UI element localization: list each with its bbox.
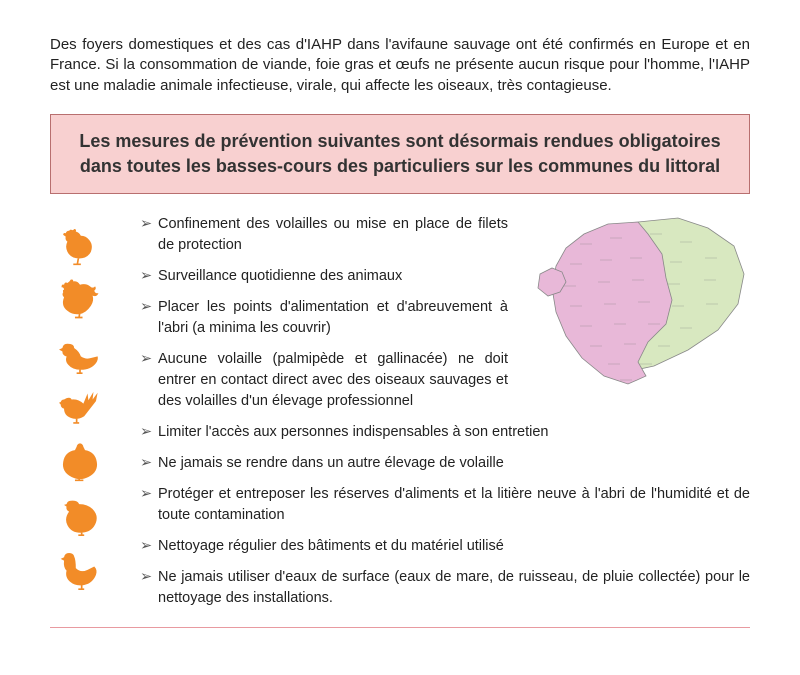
list-item: Placer les points d'alimentation et d'ab… bbox=[140, 297, 750, 339]
document-page: Des foyers domestiques et des cas d'IAHP… bbox=[0, 0, 800, 648]
turkey-icon bbox=[59, 440, 101, 482]
list-item: Surveillance quotidienne des animaux bbox=[140, 266, 750, 287]
poultry-icons-column bbox=[50, 214, 110, 619]
list-item: Confinement des volailles ou mise en pla… bbox=[140, 214, 750, 256]
list-item: Aucune volaille (palmipède et gallinacée… bbox=[140, 349, 750, 412]
content-area: Confinement des volailles ou mise en pla… bbox=[50, 214, 750, 619]
list-item: Limiter l'accès aux personnes indispensa… bbox=[140, 422, 750, 443]
measures-list: Confinement des volailles ou mise en pla… bbox=[140, 214, 750, 609]
list-item: Nettoyage régulier des bâtiments et du m… bbox=[140, 536, 750, 557]
list-item: Ne jamais se rendre dans un autre élevag… bbox=[140, 453, 750, 474]
goose-icon bbox=[59, 548, 101, 590]
list-item: Ne jamais utiliser d'eaux de surface (ea… bbox=[140, 567, 750, 609]
measures-banner: Les mesures de prévention suivantes sont… bbox=[50, 114, 750, 194]
pheasant-icon bbox=[59, 386, 101, 428]
bullets-column: Confinement des volailles ou mise en pla… bbox=[110, 214, 750, 619]
guineafowl-icon bbox=[59, 494, 101, 536]
duck-icon bbox=[59, 332, 101, 374]
rooster-icon bbox=[59, 278, 101, 320]
bottom-divider bbox=[50, 627, 750, 628]
chicken-icon bbox=[59, 224, 101, 266]
list-item: Protéger et entreposer les réserves d'al… bbox=[140, 484, 750, 526]
intro-paragraph: Des foyers domestiques et des cas d'IAHP… bbox=[50, 35, 750, 96]
